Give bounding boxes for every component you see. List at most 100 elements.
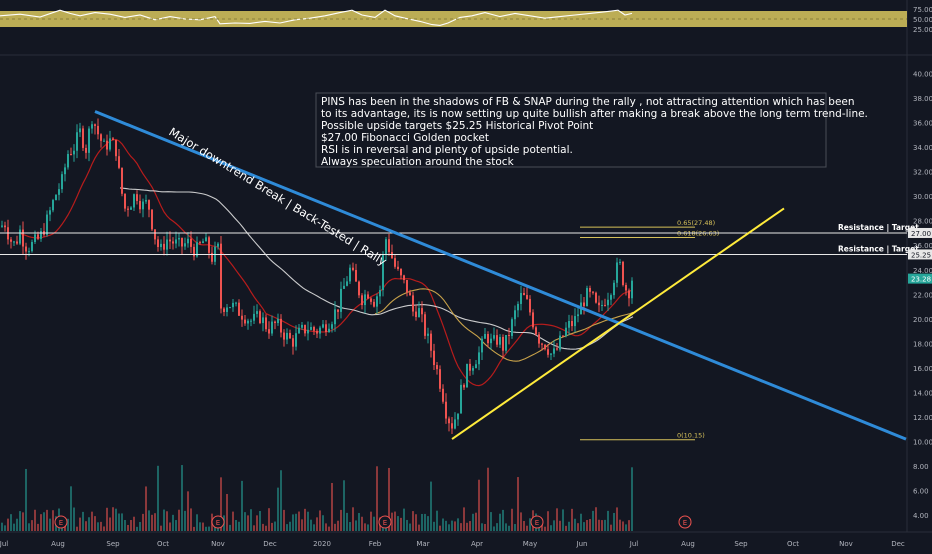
- volume-bar: [289, 521, 291, 531]
- candle-body: [370, 298, 372, 302]
- candle-body: [478, 352, 480, 365]
- volume-bar: [16, 518, 18, 531]
- volume-bar: [136, 526, 138, 531]
- time-axis[interactable]: Jul Aug Sep Oct Nov Dec 2020 Feb Mar Apr May Jun Jul…: [0, 540, 905, 548]
- candle-body: [619, 261, 621, 263]
- price-tick-label: 22.00: [913, 291, 932, 299]
- candle-body: [529, 298, 531, 313]
- candle-body: [571, 321, 573, 327]
- fib-level-label: 0.65(27.48): [677, 219, 715, 227]
- volume-bar: [580, 513, 582, 531]
- volume-bar: [193, 526, 195, 531]
- earnings-marker[interactable]: [678, 515, 692, 529]
- time-tick-label: Feb: [369, 540, 382, 548]
- volume-bar: [76, 526, 78, 531]
- volume-bar: [364, 523, 366, 531]
- price-tick-label: 24.00: [913, 267, 932, 275]
- time-tick-label: Oct: [157, 540, 169, 548]
- candle-body: [16, 241, 18, 244]
- volume-bar: [184, 510, 186, 531]
- price-axis[interactable]: 40.00 38.00 36.00 34.00 32.00 30.00 28.00 26.00…: [913, 70, 932, 520]
- volume-bar: [238, 521, 240, 531]
- volume-bar: [355, 520, 357, 531]
- volume-bar: [484, 524, 486, 531]
- volume-bar: [154, 513, 156, 531]
- candle-body: [544, 344, 546, 350]
- rsi-axis[interactable]: 75.00 50.00 25.00: [913, 6, 932, 34]
- candle-body: [169, 239, 171, 242]
- volume-bar: [529, 518, 531, 531]
- volume-bar: [508, 525, 510, 531]
- candle-body: [94, 124, 96, 126]
- volume-bar: [388, 467, 390, 531]
- volume-bar: [79, 517, 81, 531]
- volume-bar: [97, 522, 99, 531]
- volume-bar: [622, 521, 624, 531]
- candle-body: [115, 139, 117, 157]
- volume-bar: [430, 481, 432, 531]
- uptrend-line[interactable]: [451, 207, 785, 440]
- candle-body: [382, 254, 384, 291]
- candle-body: [196, 242, 198, 257]
- volume-bar: [43, 512, 45, 531]
- volume-bar: [376, 466, 378, 531]
- volume-bar: [295, 513, 297, 531]
- annotation-line: to its advantage, its is now setting up …: [321, 108, 868, 120]
- earnings-marker[interactable]: [54, 515, 68, 529]
- volume-bar: [151, 514, 153, 531]
- candle-body: [355, 269, 357, 282]
- candle-body: [625, 284, 627, 291]
- volume-bar: [427, 516, 429, 531]
- volume-bar: [139, 522, 141, 531]
- price-tick-label: 34.00: [913, 144, 932, 152]
- resistance-lines: Resistance | Target Resistance | Target: [0, 223, 919, 255]
- price-tick-label: 12.00: [913, 414, 932, 422]
- earnings-marker[interactable]: [378, 515, 392, 529]
- candle-body: [136, 194, 138, 201]
- candle-body: [463, 384, 465, 388]
- candle-body: [88, 128, 90, 153]
- candle-body: [202, 241, 204, 244]
- candle-body: [466, 363, 468, 388]
- candle-body: [496, 335, 498, 345]
- volume-bar: [103, 526, 105, 531]
- volume-bar: [274, 521, 276, 531]
- volume-bar: [34, 509, 36, 531]
- candle-body: [64, 167, 66, 175]
- volume-bar: [280, 470, 282, 531]
- earnings-marker[interactable]: [211, 515, 225, 529]
- candle-body: [586, 288, 588, 307]
- volume-bar: [1, 522, 3, 531]
- time-tick-label: Aug: [681, 540, 695, 548]
- candle-body: [166, 239, 168, 250]
- price-tick-label: 18.00: [913, 340, 932, 348]
- candle-body: [490, 338, 492, 344]
- candle-body: [595, 292, 597, 303]
- volume-bar: [301, 519, 303, 531]
- time-tick-label: Jul: [629, 540, 639, 548]
- candle-body: [508, 334, 510, 336]
- volume-bar: [229, 524, 231, 531]
- candle-body: [403, 275, 405, 280]
- volume-bar: [145, 486, 147, 531]
- downtrend-line[interactable]: [94, 110, 907, 441]
- volume-bar: [331, 482, 333, 531]
- candle-body: [52, 200, 54, 211]
- candle-body: [49, 210, 51, 215]
- volume-bar: [424, 513, 426, 531]
- volume-bar: [607, 510, 609, 531]
- volume-bar: [604, 519, 606, 531]
- candle-body: [271, 321, 273, 334]
- candle-body: [460, 384, 462, 414]
- price-badge-label: 25.25: [911, 251, 931, 259]
- volume-bar: [235, 519, 237, 531]
- candle-body: [265, 317, 267, 330]
- time-tick-label: 2020: [313, 540, 331, 548]
- candle-body: [124, 193, 126, 209]
- annotation-box[interactable]: [315, 92, 827, 168]
- candle-body: [322, 324, 324, 328]
- volume-bar: [232, 511, 234, 531]
- earnings-marker[interactable]: [530, 515, 544, 529]
